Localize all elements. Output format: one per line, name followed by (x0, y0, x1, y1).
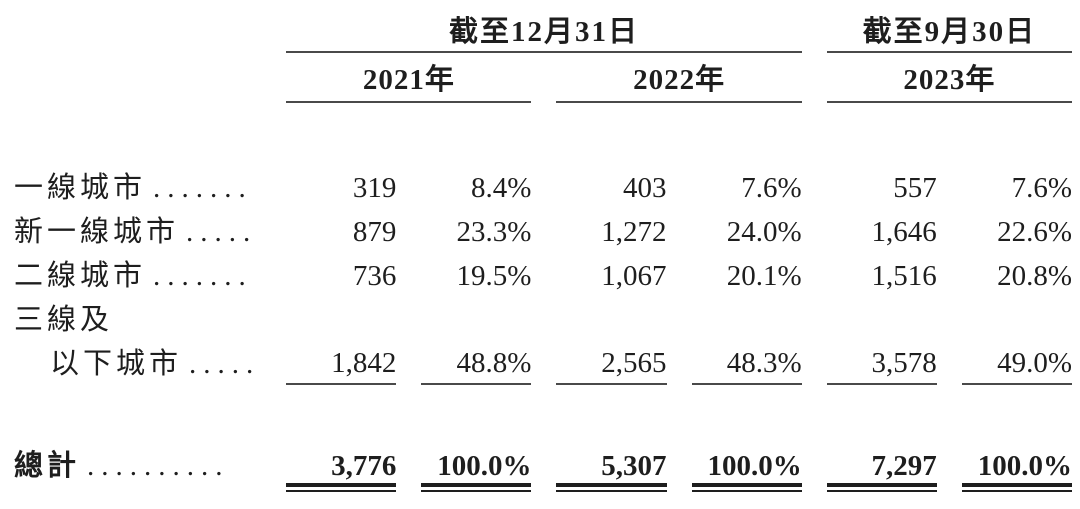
row-total: 總計.......... 3,776 100.0% 5,307 100.0% 7… (14, 440, 1072, 492)
row-label-text: 三線及 (14, 303, 114, 336)
cell-2022-count: 2,565 (556, 340, 667, 385)
row-tier3-below-cities-line1: 三線及 (14, 296, 1072, 340)
row-label-total: 總計.......... (14, 440, 286, 492)
cell-2022-pct: 20.1% (726, 259, 802, 292)
leader-dots: ..... (186, 215, 258, 248)
cell-total-2021-pct: 100.0% (421, 440, 532, 492)
cell-2023-pct: 22.6% (997, 215, 1072, 248)
cell-2022-pct: 48.3% (691, 340, 802, 385)
header-year-2021: 2021年 (286, 52, 532, 103)
cell-total-2023-count: 7,297 (826, 440, 937, 492)
header-period-row: 截至12月31日 截至9月30日 (14, 8, 1072, 53)
header-period-sep30: 截至9月30日 (826, 8, 1072, 53)
row-tier1-cities: 一線城市....... 319 8.4% 403 7.6% 557 7.6% (14, 164, 1072, 208)
cell-2023-count: 1,646 (871, 215, 937, 248)
row-label-tier2: 二線城市....... (14, 252, 286, 296)
cell-2022-count: 403 (623, 171, 667, 204)
cell-2021-count: 879 (352, 215, 397, 248)
cell-2023-pct: 49.0% (961, 340, 1072, 385)
row-label-text: 以下城市 (50, 347, 183, 380)
cell-total-2022-pct: 100.0% (691, 440, 802, 492)
cell-2021-pct: 48.8% (421, 340, 532, 385)
row-label-tier3-line2: 以下城市..... (14, 340, 286, 384)
row-label-text: 一線城市 (14, 171, 147, 204)
header-year-row: 2021年 2022年 2023年 (14, 52, 1072, 103)
cell-2021-count: 736 (352, 259, 397, 292)
row-label-text: 總計 (14, 449, 81, 482)
leader-dots: .......... (87, 449, 230, 482)
row-label-text: 新一線城市 (14, 215, 180, 248)
row-label-text: 二線城市 (14, 259, 147, 292)
cell-2022-pct: 24.0% (726, 215, 802, 248)
cell-2023-pct: 7.6% (1011, 171, 1072, 204)
header-period-dec31: 截至12月31日 (286, 8, 802, 53)
row-new-tier1-cities: 新一線城市..... 879 23.3% 1,272 24.0% 1,646 2… (14, 208, 1072, 252)
cell-2022-pct: 7.6% (741, 171, 802, 204)
row-tier2-cities: 二線城市....... 736 19.5% 1,067 20.1% 1,516 … (14, 252, 1072, 296)
city-tier-distribution-table: 截至12月31日 截至9月30日 2021年 2022年 2023年 一線城市.… (14, 8, 1072, 492)
row-label-tier1: 一線城市....... (14, 164, 286, 208)
row-label-tier3-line1: 三線及 (14, 296, 286, 340)
cell-total-2021-count: 3,776 (286, 440, 397, 492)
cell-2023-count: 1,516 (871, 259, 937, 292)
cell-2021-count: 1,842 (286, 340, 397, 385)
cell-2021-count: 319 (352, 171, 397, 204)
cell-2022-count: 1,272 (601, 215, 667, 248)
row-tier3-below-cities-line2: 以下城市..... 1,842 48.8% 2,565 48.3% 3,578 … (14, 340, 1072, 385)
cell-2022-count: 1,067 (601, 259, 667, 292)
cell-2023-count: 3,578 (826, 340, 937, 385)
cell-2021-pct: 19.5% (456, 259, 532, 292)
leader-dots: ..... (189, 347, 261, 380)
spacer-row (14, 384, 1072, 440)
cell-2023-count: 557 (893, 171, 937, 204)
cell-2023-pct: 20.8% (997, 259, 1072, 292)
cell-total-2022-count: 5,307 (556, 440, 667, 492)
cell-total-2023-pct: 100.0% (961, 440, 1072, 492)
leader-dots: ....... (153, 171, 253, 204)
row-label-new-tier1: 新一線城市..... (14, 208, 286, 252)
leader-dots: ....... (153, 259, 253, 292)
cell-2021-pct: 8.4% (471, 171, 532, 204)
spacer-row (14, 102, 1072, 164)
header-year-2023: 2023年 (826, 52, 1072, 103)
cell-2021-pct: 23.3% (456, 215, 532, 248)
header-year-2022: 2022年 (556, 52, 802, 103)
